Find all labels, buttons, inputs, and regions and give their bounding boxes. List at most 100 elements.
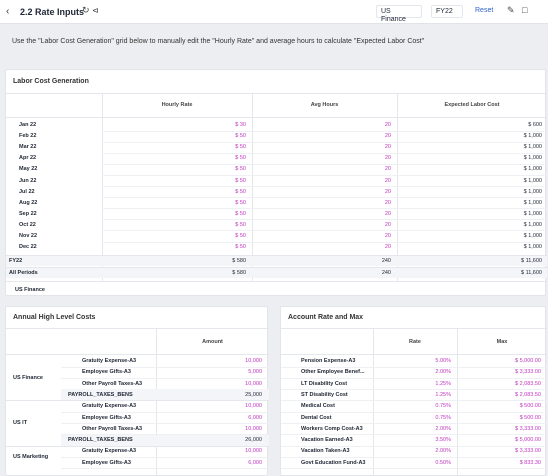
account-max-cell[interactable]: $ 2,083.50: [515, 391, 541, 398]
expected-cost-cell: $ 1,000: [523, 133, 542, 140]
account-max-cell[interactable]: $ 500.00: [519, 414, 541, 421]
avg-hours-cell[interactable]: 20: [384, 210, 391, 217]
annual-costs-title: Annual High Level Costs: [13, 314, 96, 321]
hourly-rate-cell[interactable]: $ 50: [235, 166, 246, 173]
annual-amount-cell[interactable]: 6,000: [248, 459, 262, 466]
expected-cost-cell: $ 1,000: [523, 244, 542, 251]
comment-icon[interactable]: □: [522, 5, 528, 15]
account-row-label: ST Disability Cost: [301, 391, 348, 398]
account-row-label: Vacation Taken-A3: [301, 448, 350, 455]
labor-row-label: Apr 22: [19, 155, 37, 162]
account-row-label: Dental Cost: [301, 414, 332, 421]
annual-amount-cell[interactable]: 10,000: [245, 403, 262, 410]
account-max-cell[interactable]: $ 3,333.00: [515, 448, 541, 455]
total-hours-cell: 240: [381, 270, 391, 276]
labor-row-label: Nov 22: [19, 233, 38, 239]
annual-amount-cell[interactable]: 10,000: [245, 358, 262, 364]
account-rate-cell[interactable]: 1.25%: [435, 391, 451, 398]
annual-amount-cell[interactable]: 10,000: [245, 448, 262, 455]
annual-row-label: Employee Gifts-A3: [82, 414, 131, 421]
avg-hours-cell[interactable]: 20: [384, 177, 391, 184]
account-row-label: LT Disability Cost: [301, 380, 348, 387]
page-title: 2.2 Rate Inputs: [20, 7, 85, 17]
period-selector[interactable]: FY22: [431, 5, 463, 18]
account-max-cell[interactable]: $ 833.30: [519, 459, 541, 466]
labor-row-label: Dec 22: [19, 244, 37, 251]
annual-amount-cell[interactable]: 6,000: [248, 414, 262, 421]
account-row-label: Pension Expense-A3: [301, 358, 356, 364]
account-rate-cell[interactable]: 0.75%: [435, 403, 451, 410]
account-rate-cell[interactable]: 0.50%: [435, 459, 451, 466]
total-cost-cell: $ 11,600: [520, 258, 542, 264]
labor-total-label: FY22: [9, 258, 23, 264]
avg-hours-cell[interactable]: 20: [384, 122, 391, 128]
account-rate-cell[interactable]: 2.00%: [435, 425, 451, 432]
account-rate-title: Account Rate and Max: [288, 314, 364, 321]
hourly-rate-cell[interactable]: $ 50: [235, 199, 246, 206]
hourly-rate-cell[interactable]: $ 50: [235, 210, 246, 217]
hourly-rate-cell[interactable]: $ 50: [235, 244, 246, 251]
account-max-cell[interactable]: $ 3,333.00: [515, 369, 541, 376]
labor-cost-card: Labor Cost Generation Hourly Rate Avg Hou…: [5, 69, 547, 296]
account-rate-cell[interactable]: 5.00%: [435, 358, 451, 364]
account-max-cell[interactable]: $ 3,333.00: [515, 425, 541, 432]
labor-row-label: Mar 22: [19, 144, 37, 151]
annual-amount-cell: 25,000: [245, 391, 262, 398]
labor-row-label: Jan 22: [19, 122, 37, 128]
reset-button[interactable]: Reset: [475, 7, 494, 14]
hourly-rate-cell[interactable]: $ 50: [235, 144, 246, 151]
labor-row-label: May 22: [19, 166, 38, 173]
annual-group-label: US IT: [13, 419, 28, 426]
hourly-rate-cell[interactable]: $ 50: [235, 155, 246, 162]
hourly-rate-cell[interactable]: $ 30: [235, 122, 246, 128]
labor-column-header: Avg Hours: [310, 102, 339, 108]
account-rate-card: Account Rate and Max Rate Max Pension Ex…: [280, 306, 547, 476]
account-max-cell[interactable]: $ 5,000.00: [515, 437, 541, 444]
expected-cost-cell: $ 1,000: [523, 177, 542, 184]
avg-hours-cell[interactable]: 20: [384, 233, 391, 239]
labor-row-label: Oct 22: [19, 221, 36, 228]
total-hours-cell: 240: [381, 258, 391, 264]
account-rate-cell[interactable]: 2.00%: [435, 448, 451, 455]
hourly-rate-cell[interactable]: $ 50: [235, 233, 246, 239]
expected-cost-cell: $ 1,000: [523, 188, 542, 195]
account-rate-cell[interactable]: 2.00%: [435, 369, 451, 376]
expected-cost-cell: $ 1,000: [523, 221, 542, 228]
annual-amount-cell[interactable]: 10,000: [245, 380, 262, 387]
chevron-left-icon[interactable]: ‹: [6, 6, 10, 17]
annual-costs-card: Annual High Level Costs Amount Gratuity …: [5, 306, 269, 476]
hourly-rate-cell[interactable]: $ 50: [235, 188, 246, 195]
account-row-label: Workers Comp Cost-A3: [301, 425, 363, 432]
avg-hours-cell[interactable]: 20: [384, 144, 391, 151]
account-max-cell[interactable]: $ 5,000.00: [515, 358, 541, 364]
annual-amount-cell[interactable]: 10,000: [245, 425, 262, 432]
hourly-rate-cell[interactable]: $ 50: [235, 133, 246, 140]
avg-hours-cell[interactable]: 20: [384, 199, 391, 206]
hourly-rate-cell[interactable]: $ 50: [235, 221, 246, 228]
annual-row-label: Gratuity Expense-A3: [82, 448, 137, 455]
share-icon[interactable]: ⊲: [92, 6, 99, 15]
version-selector[interactable]: US Finance: [376, 5, 422, 23]
labor-row-label: Jul 22: [19, 188, 35, 195]
avg-hours-cell[interactable]: 20: [384, 166, 391, 173]
account-rate-cell[interactable]: 3.50%: [435, 437, 451, 444]
account-max-cell[interactable]: $ 2,083.50: [515, 380, 541, 387]
page-description: Use the "Labor Cost Generation" grid bel…: [12, 38, 425, 45]
avg-hours-cell[interactable]: 20: [384, 133, 391, 140]
avg-hours-cell[interactable]: 20: [384, 244, 391, 251]
avg-hours-cell[interactable]: 20: [384, 221, 391, 228]
hourly-rate-cell[interactable]: $ 50: [235, 177, 246, 184]
annual-row-label: Other Payroll Taxes-A3: [82, 380, 143, 387]
account-max-cell[interactable]: $ 500.00: [519, 403, 541, 410]
account-rate-cell[interactable]: 1.25%: [435, 380, 451, 387]
labor-row-label: Sep 22: [19, 210, 37, 217]
account-rate-cell[interactable]: 0.75%: [435, 414, 451, 421]
avg-hours-cell[interactable]: 20: [384, 155, 391, 162]
refresh-icon[interactable]: ↻: [82, 5, 90, 15]
expected-cost-cell: $ 1,000: [523, 233, 542, 239]
annual-amount-cell: 26,000: [245, 437, 262, 444]
pencil-icon[interactable]: ✎: [507, 5, 515, 15]
avg-hours-cell[interactable]: 20: [384, 188, 391, 195]
expected-cost-cell: $ 1,000: [523, 166, 542, 173]
annual-amount-cell[interactable]: 5,000: [248, 369, 262, 376]
